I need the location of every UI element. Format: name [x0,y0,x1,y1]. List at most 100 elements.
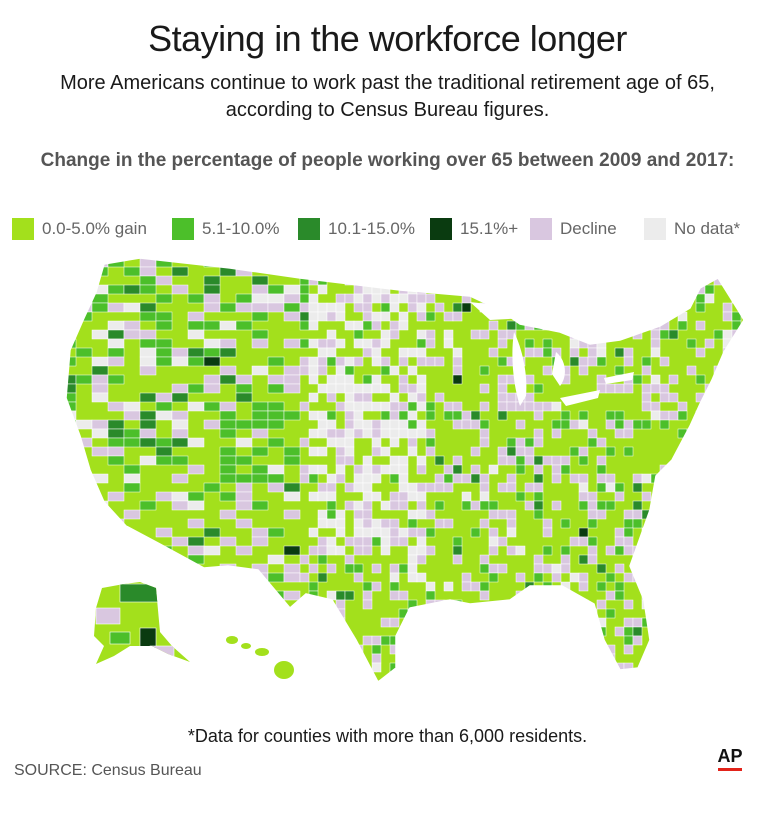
county-cell [461,275,472,286]
county-cell [235,626,253,637]
county-cell [344,563,355,574]
county-cell [497,635,508,646]
county-cell [677,482,688,493]
county-cell [614,347,625,358]
county-cell [362,455,373,466]
county-cell [380,302,391,313]
county-cell [362,545,373,556]
county-cell [542,338,553,349]
county-cell [506,635,517,646]
county-cell [155,401,173,412]
county-cell [171,392,189,403]
county-cell [650,338,661,349]
county-cell [515,491,526,502]
county-cell [587,329,598,340]
county-cell [524,401,535,412]
county-cell [434,680,445,682]
county-cell [326,311,337,322]
county-cell [641,392,652,403]
county-cell [659,563,670,574]
county-cell [578,554,589,565]
county-cell [551,500,562,511]
county-cell [479,419,490,430]
county-cell [155,491,173,502]
county-cell [578,293,589,304]
county-cell [389,518,400,529]
county-cell [731,446,742,457]
county-cell [389,563,400,574]
county-cell [66,527,77,538]
contiguous-us [65,257,768,684]
county-cell [713,581,724,592]
county-cell [407,266,418,277]
county-cell [759,627,768,636]
county-cell [497,374,508,385]
county-cell [416,356,427,367]
county-cell [686,563,697,574]
county-cell [713,410,724,421]
county-cell [155,410,173,421]
county-cell [407,671,418,682]
county-cell [452,302,463,313]
county-cell [299,302,310,313]
county-cell [605,419,616,430]
county-cell [605,482,616,493]
county-cell [461,419,472,430]
county-cell [461,258,472,268]
county-cell [267,644,285,655]
county-cell [66,284,77,295]
county-cell [587,302,598,313]
county-cell [317,662,328,673]
county-cell [759,330,768,339]
county-cell [362,374,373,385]
county-cell [443,635,454,646]
county-cell [389,428,400,439]
county-cell [362,473,373,484]
county-cell [91,374,109,385]
county-cell [479,329,490,340]
county-cell [731,662,742,673]
county-cell [686,365,697,376]
county-cell [66,437,77,448]
county-cell [187,464,205,475]
county-cell [139,275,157,286]
county-cell [308,293,319,304]
county-cell [515,464,526,475]
county-cell [235,293,253,304]
county-cell [479,653,490,664]
county-cell [107,356,125,367]
county-cell [335,338,346,349]
county-cell [149,645,175,657]
county-cell [308,473,319,484]
county-cell [155,599,173,610]
county-cell [317,302,328,313]
county-cell [452,419,463,430]
county-cell [686,671,697,682]
county-cell [497,446,508,457]
county-cell [750,420,759,429]
county-cell [452,455,463,466]
county-cell [371,644,382,655]
county-cell [203,644,221,655]
county-cell [299,626,310,637]
county-cell [659,644,670,655]
county-cell [750,339,759,348]
county-cell [722,437,733,448]
county-cell [425,338,436,349]
county-cell [759,321,768,330]
county-cell [171,473,189,484]
county-cell [155,392,173,403]
county-cell [713,635,724,646]
county-cell [380,383,391,394]
county-cell [506,437,517,448]
county-cell [380,401,391,412]
county-cell [641,365,652,376]
county-cell [123,545,141,556]
county-cell [389,275,400,286]
county-cell [371,536,382,547]
county-cell [686,581,697,592]
county-cell [235,374,253,385]
county-cell [623,617,634,628]
county-cell [668,536,679,547]
county-cell [506,527,517,538]
